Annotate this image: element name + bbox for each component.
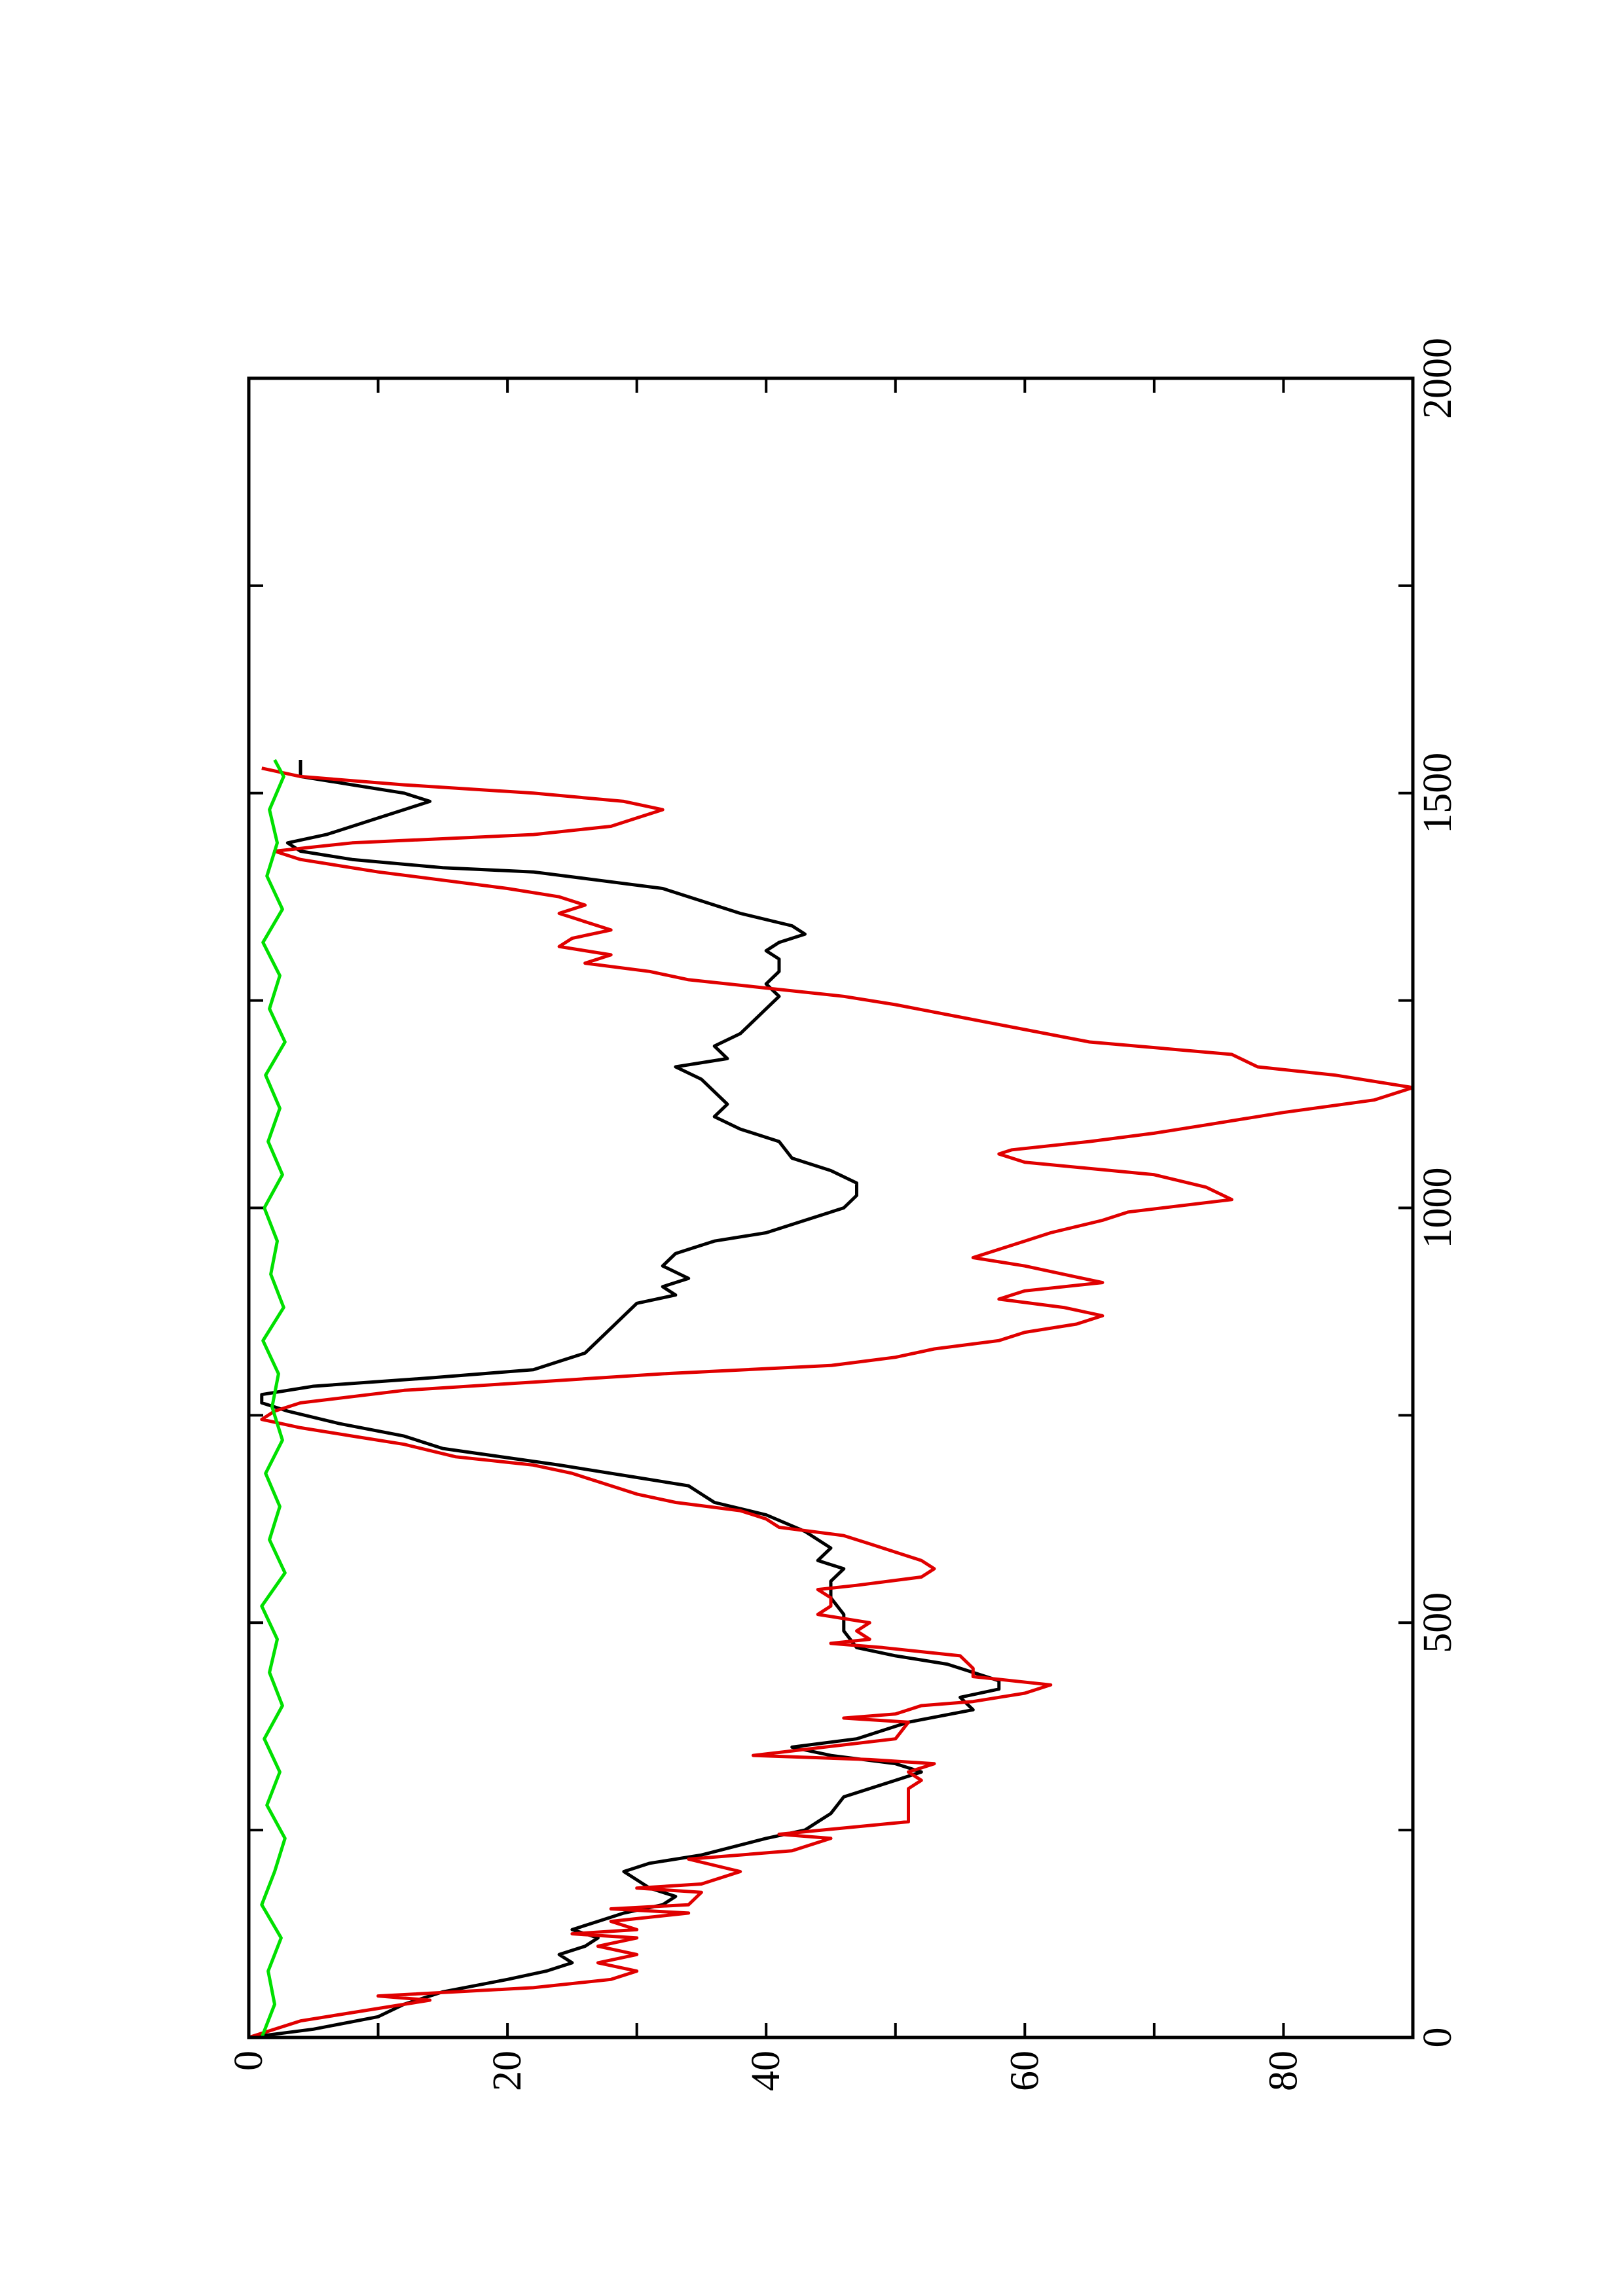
y-tick-label: 0: [227, 2051, 271, 2071]
series-line-2: [248, 766, 1415, 2039]
series-line-1: [248, 760, 1001, 2039]
y-tick-label: 40: [744, 2051, 788, 2091]
ticks-layer: [247, 377, 1414, 2039]
y-tick-label: 20: [485, 2051, 530, 2091]
y-tick-label: 80: [1261, 2051, 1305, 2091]
x-tick-label: 500: [1415, 1592, 1460, 1653]
x-tick-label: 2000: [1415, 338, 1460, 419]
y-tick-label: 60: [1002, 2051, 1047, 2091]
x-tick-label: 1000: [1415, 1168, 1460, 1249]
x-tick-label: 0: [1415, 2028, 1460, 2048]
x-tick-label: 1500: [1415, 753, 1460, 834]
labels-layer: 0 500 1000 1500 2000 0 20 40 60 80: [227, 338, 1460, 2091]
series-layer: [248, 759, 1415, 2039]
series-line-3: [260, 759, 287, 2038]
